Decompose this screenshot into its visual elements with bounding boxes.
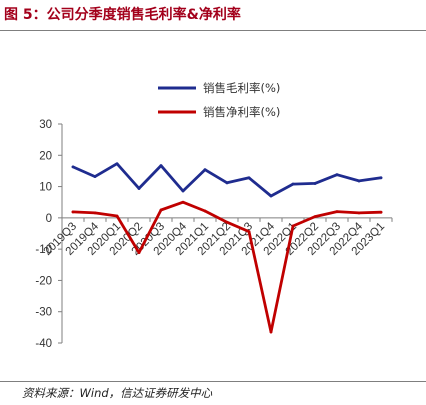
- y-axis: 30 20 10 0 -10 -20 -30 -40: [35, 119, 63, 350]
- gross-margin-point: [357, 179, 361, 183]
- legend-label: 销售毛利率(%): [203, 81, 280, 95]
- net-margin-point: [71, 210, 75, 214]
- y-tick-label: -10: [35, 244, 52, 256]
- net-margin-point: [225, 220, 229, 224]
- gross-margin-point: [203, 168, 207, 172]
- net-margin-point: [357, 211, 361, 215]
- y-tick-label: -30: [35, 307, 52, 319]
- gross-margin-point: [379, 176, 383, 180]
- gross-margin-point: [269, 194, 273, 198]
- net-margin-point: [137, 251, 141, 254]
- net-margin-point: [159, 208, 163, 212]
- y-tick-label: 10: [39, 182, 52, 194]
- gross-margin-point: [181, 189, 185, 193]
- gross-margin-point: [225, 181, 229, 185]
- net-margin-point: [335, 210, 339, 214]
- y-tick-label: 30: [39, 119, 52, 131]
- gross-margin-point: [313, 182, 317, 185]
- source-note: 资料来源：Wind，信达证券研发中心: [22, 386, 213, 400]
- net-margin-point: [247, 230, 251, 234]
- gross-margin-point: [137, 187, 141, 190]
- y-tick-label: 20: [39, 150, 52, 162]
- gross-margin-point: [247, 176, 251, 180]
- gross-margin-point: [93, 175, 97, 178]
- x-axis: 2019Q32019Q42020Q12020Q22020Q32020Q42021…: [42, 217, 393, 258]
- net-margin-point: [379, 210, 383, 214]
- gross-margin-point: [71, 165, 75, 169]
- gross-margin-point: [115, 162, 119, 166]
- net-margin-point: [269, 330, 273, 334]
- gross-margin-point: [291, 182, 295, 186]
- legend: 销售毛利率(%) 销售净利率(%): [158, 81, 280, 119]
- net-margin-point: [203, 209, 207, 213]
- figure-title: 图 5：公司分季度销售毛利率&净利率: [4, 7, 241, 23]
- net-margin-point: [115, 214, 119, 218]
- net-margin-point: [313, 215, 317, 219]
- net-margin-point: [93, 211, 97, 215]
- net-margin-point: [181, 200, 185, 204]
- y-tick-label: 0: [46, 213, 52, 225]
- gross-margin-line: [71, 162, 383, 198]
- gross-margin-point: [159, 164, 163, 168]
- gross-margin-point: [335, 173, 339, 177]
- bottom-rule: [0, 381, 426, 382]
- line-chart: 30 20 10 0 -10 -20 -30 -40 2019Q32019Q42020Q120…: [35, 81, 393, 350]
- y-tick-label: -20: [35, 275, 52, 287]
- y-tick-label: -40: [35, 338, 52, 350]
- net-margin-point: [291, 224, 295, 228]
- series-layer: [71, 162, 383, 334]
- legend-label: 销售净利率(%): [203, 105, 280, 119]
- top-rule: [0, 30, 426, 31]
